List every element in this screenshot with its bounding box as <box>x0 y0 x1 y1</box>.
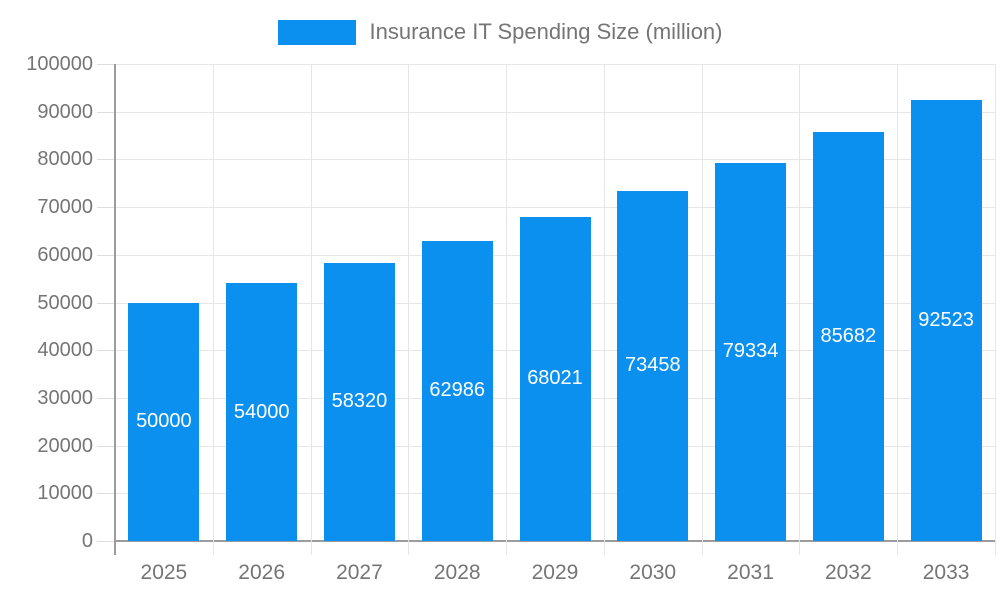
y-axis-tick <box>97 111 115 113</box>
bar: 73458 <box>617 190 689 541</box>
y-axis-tick-label: 30000 <box>37 386 93 409</box>
y-axis-line <box>114 64 116 555</box>
bar-value-label: 62986 <box>429 379 486 402</box>
y-axis-tick <box>97 302 115 304</box>
h-gridline <box>115 64 995 65</box>
v-gridline <box>212 64 214 555</box>
y-axis-tick <box>97 445 115 447</box>
bar-value-label: 54000 <box>233 400 290 423</box>
v-gridline <box>995 64 996 555</box>
v-gridline <box>310 64 312 555</box>
bar: 79334 <box>715 162 787 541</box>
x-axis-tick-label: 2033 <box>922 561 970 584</box>
v-gridline <box>603 64 605 555</box>
bar: 92523 <box>910 99 982 541</box>
y-axis-tick <box>97 541 115 542</box>
y-axis-tick-label: 40000 <box>37 339 93 362</box>
y-axis-tick <box>97 493 115 495</box>
y-axis-tick <box>97 207 115 209</box>
bar: 68021 <box>519 216 591 541</box>
bar-value-label: 68021 <box>527 367 583 390</box>
x-axis-tick-label: 2032 <box>824 561 872 584</box>
bar-value-label: 58320 <box>331 390 388 413</box>
x-axis-tick-label: 2026 <box>238 561 285 584</box>
y-axis-tick <box>97 64 115 65</box>
x-axis-tick-label: 2028 <box>433 561 481 584</box>
y-axis-tick <box>97 159 115 161</box>
y-axis-tick-label: 60000 <box>37 243 93 266</box>
bar: 85682 <box>812 132 884 541</box>
v-gridline <box>408 64 410 555</box>
bar-value-label: 73458 <box>624 354 681 377</box>
y-axis-tick-label: 100000 <box>26 53 93 75</box>
bar-value-label: 50000 <box>136 410 192 433</box>
y-axis-tick <box>97 350 115 352</box>
v-gridline <box>701 64 703 555</box>
v-gridline <box>506 64 508 555</box>
bar: 54000 <box>226 283 298 541</box>
y-axis-tick-label: 80000 <box>37 148 93 171</box>
bar: 50000 <box>128 302 200 541</box>
y-axis-tick-label: 90000 <box>37 100 93 123</box>
y-axis-tick-label: 0 <box>81 530 93 552</box>
y-axis-tick <box>97 254 115 256</box>
y-axis-tick-label: 10000 <box>37 482 93 505</box>
v-gridline <box>799 64 801 555</box>
bar-value-label: 79334 <box>722 340 779 363</box>
x-axis-tick-label: 2025 <box>140 561 188 584</box>
legend-label: Insurance IT Spending Size (million) <box>369 19 723 44</box>
legend: Insurance IT Spending Size (million) <box>0 17 1000 47</box>
bar-value-label: 85682 <box>820 325 877 348</box>
bar: 62986 <box>421 240 493 541</box>
bar-value-label: 92523 <box>918 308 974 331</box>
y-axis-tick-label: 70000 <box>37 196 93 219</box>
x-axis-tick-label: 2029 <box>531 561 579 584</box>
x-axis-tick-label: 2027 <box>336 561 383 584</box>
bar: 58320 <box>323 262 395 541</box>
v-gridline <box>897 64 899 555</box>
x-axis-tick-label: 2030 <box>629 561 677 584</box>
legend-swatch <box>277 19 356 45</box>
h-gridline <box>115 207 995 209</box>
y-axis-tick <box>97 397 115 399</box>
h-gridline <box>115 111 995 113</box>
x-axis-tick-label: 2031 <box>727 561 774 584</box>
y-axis-tick-label: 50000 <box>37 291 93 314</box>
x-axis-line <box>115 540 995 542</box>
y-axis-tick-label: 20000 <box>37 434 93 457</box>
h-gridline <box>115 159 995 161</box>
